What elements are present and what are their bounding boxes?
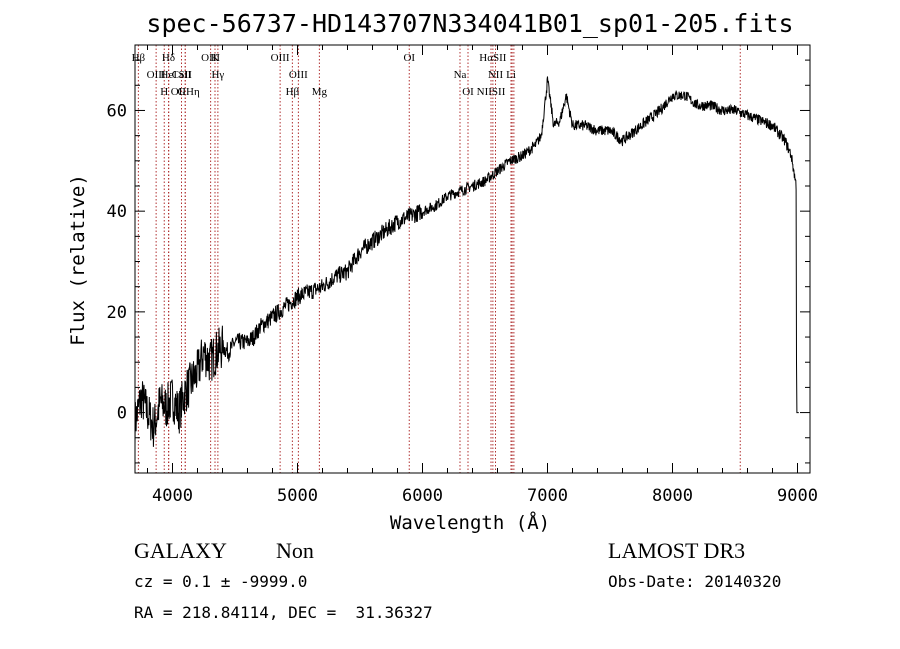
plot-frame	[134, 44, 811, 474]
object-class: GALAXY	[134, 538, 227, 563]
line-label: NII	[488, 69, 504, 81]
line-label: Mg	[312, 86, 328, 98]
ra-dec-coordinates: RA = 218.84114, DEC = 31.36327	[134, 603, 433, 622]
x-tick-label: 8000	[652, 486, 693, 506]
line-label: OI	[462, 86, 474, 98]
line-label: Na	[454, 69, 467, 81]
emission-line-markers	[137, 45, 741, 473]
line-label: CaII	[172, 69, 192, 81]
line-label: OIII	[147, 69, 166, 81]
object-subclass: Non	[276, 538, 314, 563]
line-label: OIII	[201, 52, 220, 64]
x-tick-label: 6000	[402, 486, 443, 506]
line-label: G	[178, 86, 186, 98]
x-tick-label: 5000	[277, 486, 318, 506]
observation-date: Obs-Date: 20140320	[608, 572, 782, 591]
y-axis-label: Flux (relative)	[67, 174, 89, 346]
x-tick-label: 7000	[527, 486, 568, 506]
line-label: K	[211, 52, 219, 64]
line-label: OIII	[271, 52, 290, 64]
line-label: Hβ	[132, 52, 146, 64]
y-axis-ticks: 0 20 40 60	[107, 59, 810, 464]
survey-name: LAMOST DR3	[608, 538, 746, 563]
line-label: HeI	[161, 69, 178, 81]
line-label: Hβ	[286, 86, 300, 98]
chart-title: spec-56737-HD143707N334041B01_sp01-205.f…	[146, 9, 793, 38]
x-axis-ticks: 4000 5000 6000 7000 8000 9000	[147, 45, 818, 506]
line-label: SII	[179, 69, 193, 81]
line-label: NIISII	[477, 86, 506, 98]
x-tick-label: 9000	[777, 486, 818, 506]
line-label: OIII	[289, 69, 308, 81]
line-label: Hδ	[162, 52, 175, 64]
y-tick-label: 40	[107, 202, 127, 222]
x-axis-label: Wavelength (Å)	[390, 511, 550, 534]
redshift-cz: cz = 0.1 ± -9999.0	[134, 572, 308, 591]
spectrum-series-line	[134, 76, 799, 447]
y-tick-label: 20	[107, 303, 127, 323]
line-label: Li	[506, 69, 516, 81]
y-tick-label: 0	[117, 404, 127, 424]
x-tick-label: 4000	[152, 486, 193, 506]
line-label: H	[160, 86, 168, 98]
line-label: HαSII	[479, 52, 506, 64]
y-tick-label: 60	[107, 101, 127, 121]
line-label: OIIHη	[171, 86, 200, 98]
line-label: OI	[403, 52, 415, 64]
line-label: Hγ	[211, 69, 224, 81]
